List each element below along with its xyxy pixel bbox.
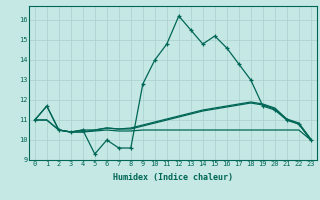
X-axis label: Humidex (Indice chaleur): Humidex (Indice chaleur) xyxy=(113,173,233,182)
